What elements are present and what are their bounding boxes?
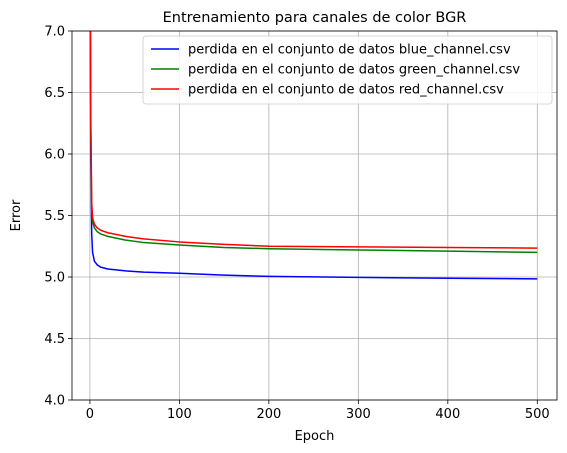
- x-tick-label: 500: [525, 407, 550, 422]
- y-tick-label: 6.0: [44, 148, 65, 163]
- ticks: 0 100 200 300 400 500 4.0 4.5 5.0 5.5 6.0 6.5 7.0: [44, 25, 549, 423]
- series-line-0: [89, 31, 538, 280]
- series-line-2: [89, 31, 538, 249]
- legend-label-0: perdida en el conjunto de datos blue_cha…: [188, 43, 511, 58]
- x-tick-label: 400: [435, 407, 460, 422]
- y-tick-label: 4.5: [44, 332, 65, 347]
- x-axis-title: Epoch: [295, 429, 335, 444]
- y-tick-label: 7.0: [44, 25, 65, 40]
- legend-box: [142, 35, 553, 105]
- x-tick-label: 100: [167, 407, 192, 422]
- y-tick-label: 5.0: [44, 271, 65, 286]
- y-axis-title: Error: [9, 199, 24, 231]
- y-tick-label: 4.0: [44, 394, 65, 409]
- chart-title: Entrenamiento para canales de color BGR: [163, 10, 467, 26]
- y-tick-label: 5.5: [44, 209, 65, 224]
- legend-label-1: perdida en el conjunto de datos green_ch…: [188, 63, 520, 78]
- series-layer: [89, 31, 538, 280]
- x-tick-label: 200: [256, 407, 281, 422]
- x-tick-label: 0: [86, 407, 94, 422]
- y-tick-label: 6.5: [44, 86, 65, 101]
- legend: perdida en el conjunto de datos blue_cha…: [142, 35, 553, 105]
- x-tick-label: 300: [346, 407, 371, 422]
- legend-label-2: perdida en el conjunto de datos red_chan…: [188, 83, 504, 98]
